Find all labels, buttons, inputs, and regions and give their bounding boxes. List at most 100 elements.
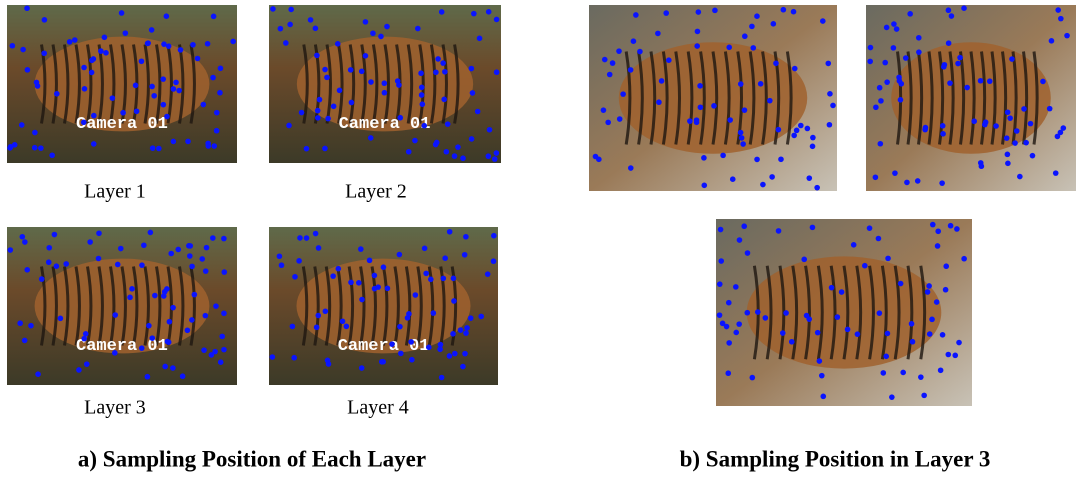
- sample-point: [620, 91, 626, 97]
- sample-point: [439, 375, 445, 381]
- sample-point: [750, 375, 756, 381]
- sample-point: [1030, 153, 1036, 159]
- sample-point: [1028, 121, 1034, 127]
- sample-point: [322, 67, 328, 73]
- sample-point: [971, 118, 977, 124]
- sample-point: [791, 133, 797, 139]
- sample-point: [316, 245, 322, 251]
- sample-point: [96, 256, 102, 262]
- sample-point: [742, 33, 748, 39]
- sample-point: [326, 361, 332, 367]
- sample-point: [120, 110, 126, 116]
- sample-point: [978, 78, 984, 84]
- sample-point: [855, 331, 861, 337]
- sample-point: [1012, 140, 1018, 146]
- sample-point: [210, 235, 216, 241]
- sample-point: [462, 351, 468, 357]
- sample-point: [89, 58, 95, 64]
- sample-point: [290, 324, 296, 330]
- sample-point: [494, 17, 500, 23]
- sample-point: [945, 352, 951, 358]
- sample-point: [987, 78, 993, 84]
- sample-point: [804, 313, 810, 319]
- sample-point: [934, 299, 940, 305]
- sample-point: [379, 359, 385, 365]
- sample-point: [189, 317, 195, 323]
- sample-point: [940, 123, 946, 129]
- sample-point: [758, 81, 764, 87]
- sample-point: [160, 76, 166, 82]
- sample-point: [217, 90, 223, 96]
- sample-point: [894, 26, 900, 32]
- sample-point: [409, 357, 415, 363]
- sample-point: [76, 367, 82, 373]
- sample-point: [940, 131, 946, 137]
- sample-point: [463, 330, 469, 336]
- sample-point: [1055, 7, 1061, 13]
- sample-point: [291, 355, 297, 361]
- sample-point: [814, 185, 820, 191]
- sample-point: [1005, 109, 1011, 115]
- sample-point: [58, 316, 64, 322]
- sample-point: [900, 370, 906, 376]
- sample-point: [738, 81, 744, 87]
- sample-point: [81, 336, 87, 342]
- sample-point: [192, 292, 198, 298]
- sample-point: [89, 70, 95, 76]
- sample-point: [28, 323, 34, 329]
- sample-point: [129, 286, 135, 292]
- sample-point: [161, 102, 167, 108]
- sample-point: [91, 141, 97, 147]
- sample-point: [450, 331, 456, 337]
- sample-point: [83, 331, 89, 337]
- sample-point: [325, 116, 331, 122]
- image-label: Layer 1: [84, 181, 146, 203]
- sample-point: [742, 107, 748, 113]
- sample-point: [656, 99, 662, 105]
- sample-point: [1049, 38, 1055, 44]
- sample-point: [82, 86, 88, 92]
- sample-point: [956, 340, 962, 346]
- sample-point: [382, 80, 388, 86]
- sample-point: [176, 88, 182, 94]
- sample-point: [283, 40, 289, 46]
- sample-point: [423, 271, 429, 277]
- sample-point: [955, 61, 961, 67]
- sample-point: [190, 42, 196, 48]
- sample-point: [827, 122, 833, 128]
- sample-point: [776, 228, 782, 234]
- sample-point: [780, 330, 786, 336]
- sample-point: [292, 274, 298, 280]
- sample-point: [199, 256, 205, 262]
- sample-point: [123, 30, 129, 36]
- sample-point: [385, 286, 391, 292]
- sample-point: [195, 56, 201, 62]
- sample-point: [398, 351, 404, 357]
- panel-caption: b) Sampling Position in Layer 3: [680, 446, 991, 471]
- sample-point: [470, 90, 476, 96]
- sample-point: [133, 83, 139, 89]
- sample-point: [141, 242, 147, 248]
- photo: Camera 01: [7, 227, 237, 385]
- sample-point: [740, 141, 746, 147]
- sample-point: [38, 145, 44, 151]
- sample-point: [210, 75, 216, 81]
- sample-point: [789, 339, 795, 345]
- sample-point: [356, 280, 362, 286]
- sample-point: [378, 34, 384, 40]
- sample-point: [277, 253, 283, 259]
- image-label: Layer 3: [84, 397, 146, 419]
- sample-point: [171, 86, 177, 92]
- sample-point: [941, 64, 947, 70]
- sample-point: [187, 253, 193, 259]
- sample-point: [7, 247, 13, 253]
- sample-point: [348, 67, 354, 73]
- sample-point: [783, 310, 789, 316]
- sample-point: [892, 170, 898, 176]
- sample-point: [733, 330, 739, 336]
- sample-point: [851, 242, 857, 248]
- sample-point: [146, 323, 152, 329]
- sample-point: [938, 367, 944, 373]
- sample-point: [112, 312, 118, 318]
- sample-point: [452, 351, 458, 357]
